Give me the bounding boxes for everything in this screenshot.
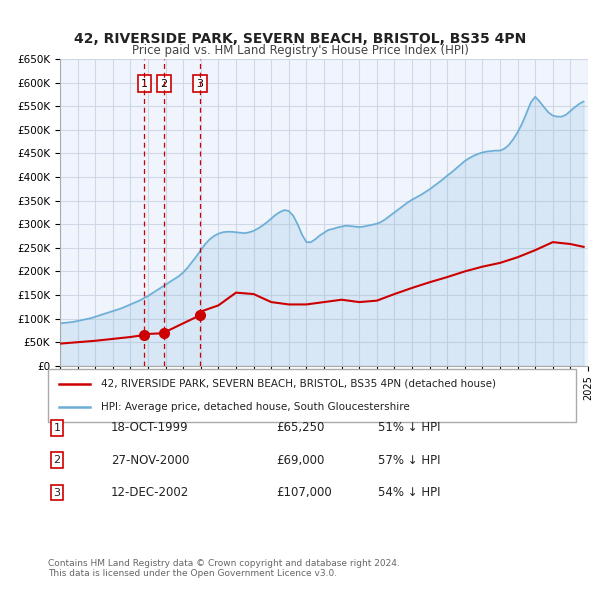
- Text: 1: 1: [141, 78, 148, 88]
- Text: 3: 3: [196, 78, 203, 88]
- FancyBboxPatch shape: [48, 369, 576, 422]
- Text: 2: 2: [160, 78, 167, 88]
- Text: £65,250: £65,250: [276, 421, 325, 434]
- Text: Contains HM Land Registry data © Crown copyright and database right 2024.
This d: Contains HM Land Registry data © Crown c…: [48, 559, 400, 578]
- Text: 2: 2: [53, 455, 61, 465]
- Text: £107,000: £107,000: [276, 486, 332, 499]
- Text: 3: 3: [53, 488, 61, 497]
- Text: 54% ↓ HPI: 54% ↓ HPI: [378, 486, 440, 499]
- Text: 42, RIVERSIDE PARK, SEVERN BEACH, BRISTOL, BS35 4PN: 42, RIVERSIDE PARK, SEVERN BEACH, BRISTO…: [74, 32, 526, 47]
- Text: 57% ↓ HPI: 57% ↓ HPI: [378, 454, 440, 467]
- Text: 18-OCT-1999: 18-OCT-1999: [111, 421, 188, 434]
- Text: Price paid vs. HM Land Registry's House Price Index (HPI): Price paid vs. HM Land Registry's House …: [131, 44, 469, 57]
- Text: 51% ↓ HPI: 51% ↓ HPI: [378, 421, 440, 434]
- Text: 12-DEC-2002: 12-DEC-2002: [111, 486, 189, 499]
- Text: 27-NOV-2000: 27-NOV-2000: [111, 454, 190, 467]
- Text: £69,000: £69,000: [276, 454, 325, 467]
- Text: HPI: Average price, detached house, South Gloucestershire: HPI: Average price, detached house, Sout…: [101, 402, 410, 412]
- Text: 42, RIVERSIDE PARK, SEVERN BEACH, BRISTOL, BS35 4PN (detached house): 42, RIVERSIDE PARK, SEVERN BEACH, BRISTO…: [101, 379, 496, 389]
- Text: 1: 1: [53, 423, 61, 432]
